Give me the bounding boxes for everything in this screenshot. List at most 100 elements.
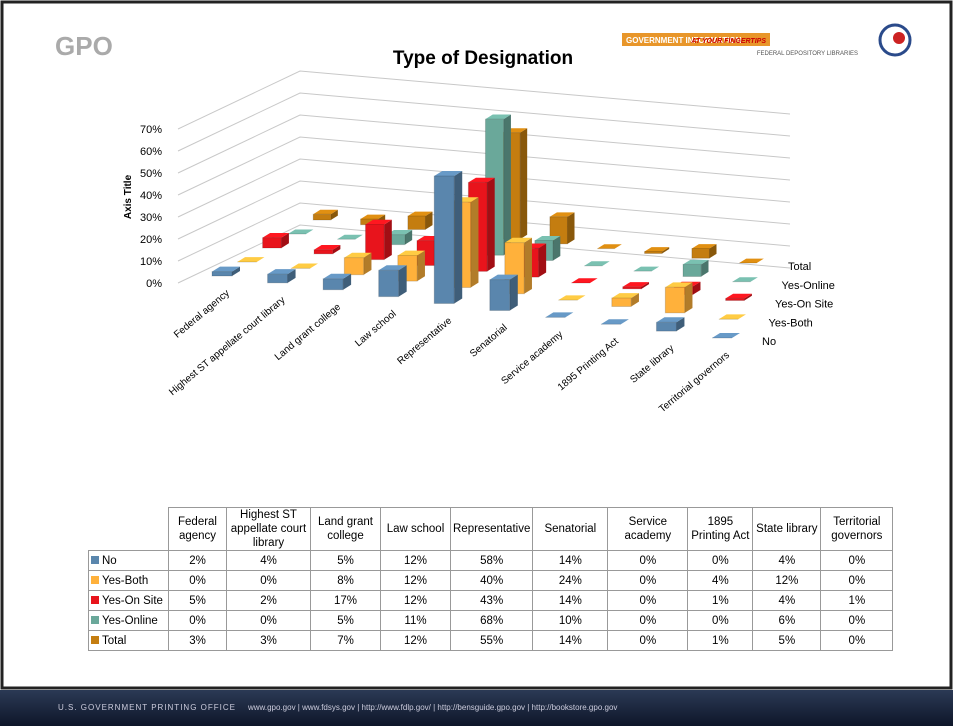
x-tick-label: Highest ST appellate court library xyxy=(167,295,287,398)
bar-top xyxy=(558,295,586,301)
bar xyxy=(267,273,289,284)
bar-side xyxy=(384,219,392,260)
table-row: No 2% 4% 5% 12% 58% 14% 0% 0% 4% 0% xyxy=(88,550,894,571)
axis-title: Axis Title xyxy=(123,174,134,219)
bar-top xyxy=(683,259,709,265)
bar-top xyxy=(397,250,425,256)
bar xyxy=(622,286,643,290)
bar-side xyxy=(553,235,561,261)
bar-top xyxy=(665,282,693,288)
bar-side xyxy=(631,293,639,307)
row-label: Total xyxy=(88,630,169,651)
table-cell: 5% xyxy=(752,630,822,651)
legend-label: Yes-On Site xyxy=(102,594,163,607)
bar-top xyxy=(365,219,392,225)
table-cell: 12% xyxy=(380,570,451,591)
bar-top xyxy=(611,293,639,298)
bar xyxy=(655,321,677,332)
grid-line xyxy=(177,92,791,152)
bar-top xyxy=(504,237,532,243)
bar-top xyxy=(656,317,685,323)
y-tick-label: 0% xyxy=(146,278,162,290)
bar xyxy=(664,286,686,314)
bar-top xyxy=(407,211,433,217)
bar xyxy=(322,278,344,291)
depth-label: Yes-Both xyxy=(769,317,813,329)
table-cell: 43% xyxy=(449,590,534,611)
column-header: Land grant college xyxy=(310,507,381,551)
bar-top xyxy=(584,261,610,266)
table-cell: 4% xyxy=(752,590,822,611)
bar-top xyxy=(633,266,660,272)
grid-line xyxy=(177,224,791,284)
bar-top xyxy=(287,229,314,234)
bar-top xyxy=(644,247,670,252)
bar-side xyxy=(692,281,701,295)
table-cell: 1% xyxy=(820,590,894,611)
bar-side xyxy=(404,230,413,245)
legend-swatch xyxy=(91,575,99,584)
table-row: Yes-On Site 5% 2% 17% 12% 43% 14% 0% 1% 4% 1% xyxy=(88,590,894,611)
legend-label: Yes-Both xyxy=(102,574,149,587)
bar-top xyxy=(549,212,575,217)
table-cell: 58% xyxy=(449,550,534,571)
table-cell: 17% xyxy=(310,590,381,611)
banner: GOVERNMENT INFORMATION xyxy=(626,36,742,45)
bar-side xyxy=(709,244,717,259)
table-row: Yes-Online 0% 0% 5% 11% 68% 10% 0% 0% 6% 0% xyxy=(88,610,894,631)
depth-label: Yes-On Site xyxy=(775,299,833,311)
x-tick-label: Land grant college xyxy=(273,301,343,363)
x-tick-label: State library xyxy=(628,343,676,386)
bar-side xyxy=(425,211,433,230)
row-label: Yes-On Site xyxy=(88,590,169,611)
y-tick-label: 60% xyxy=(140,146,162,158)
bar-side xyxy=(454,170,463,304)
table-cell: 12% xyxy=(752,570,822,591)
table-cell: 12% xyxy=(380,550,451,571)
bar-top xyxy=(485,114,511,120)
table-row: Yes-Both 0% 0% 8% 12% 40% 24% 0% 4% 12% 0% xyxy=(88,570,894,591)
bar-side xyxy=(281,232,289,248)
legend-swatch xyxy=(91,635,99,644)
x-tick-label: 1895 Printing Act xyxy=(556,336,621,393)
bar-side xyxy=(744,293,752,301)
footer: U.S. GOVERNMENT PRINTING OFFICE www.gpo.g… xyxy=(0,690,953,726)
bar-side xyxy=(470,197,479,288)
bar xyxy=(611,297,632,308)
table-cell: 24% xyxy=(532,570,609,591)
bar-side xyxy=(567,212,575,244)
grid-line xyxy=(177,114,791,174)
table-cell: 8% xyxy=(310,570,381,591)
table-cell: 0% xyxy=(226,570,311,591)
table-row: Total 3% 3% 7% 12% 55% 14% 0% 1% 5% 0% xyxy=(88,630,894,651)
depth-label: No xyxy=(762,336,776,348)
grid-line xyxy=(177,180,791,240)
x-tick-label: Federal agency xyxy=(172,288,232,341)
x-tick-label: Service academy xyxy=(499,329,565,387)
row-label: No xyxy=(88,550,169,571)
bar-side xyxy=(332,244,341,254)
bar-side xyxy=(538,243,547,278)
banner-box xyxy=(622,33,770,46)
table-cell: 0% xyxy=(607,610,689,631)
table-cell: 0% xyxy=(820,550,894,571)
bar-side xyxy=(641,282,650,289)
bar xyxy=(489,279,511,311)
bar-side xyxy=(684,282,693,313)
bar-side xyxy=(363,252,372,275)
row-label: Yes-Online xyxy=(88,610,169,631)
bar-top xyxy=(290,263,318,269)
bar-top xyxy=(691,244,717,249)
column-header: Representative xyxy=(449,507,534,551)
logo: GPO xyxy=(55,31,113,61)
bar xyxy=(691,248,710,259)
column-header: Federal agency xyxy=(168,507,227,551)
bar-side xyxy=(232,266,240,276)
header-row: Federal agency Highest ST appellate court… xyxy=(89,507,894,551)
table-cell: 0% xyxy=(607,570,689,591)
y-tick-label: 10% xyxy=(140,256,162,268)
bar-top xyxy=(323,273,352,279)
bar xyxy=(343,257,365,276)
table-cell: 14% xyxy=(532,630,609,651)
